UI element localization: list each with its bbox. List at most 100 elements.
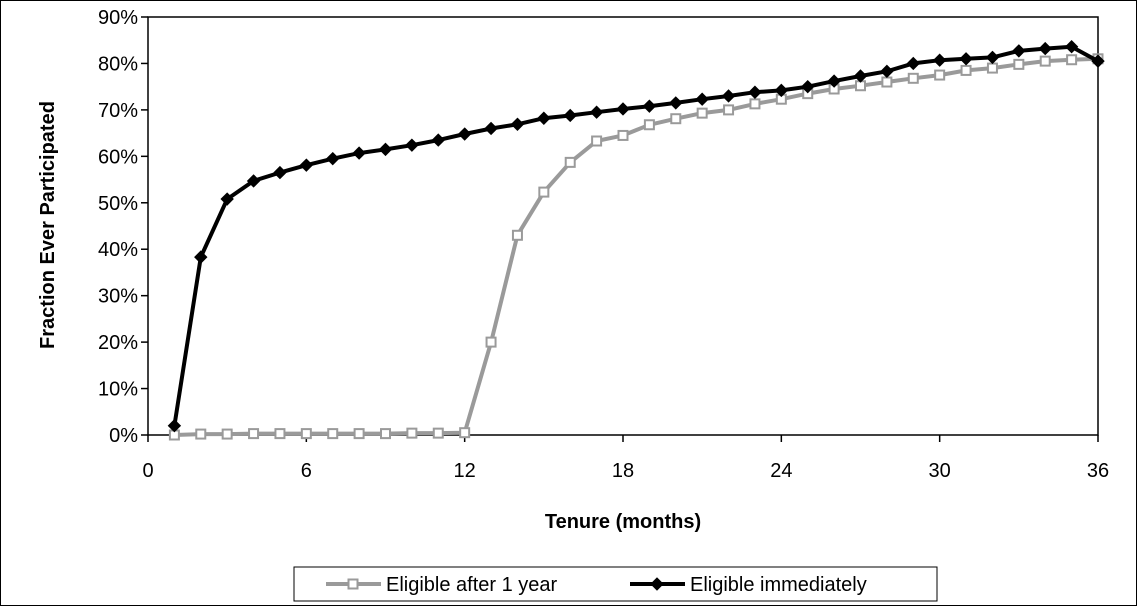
- x-tick-label: 30: [929, 460, 951, 482]
- legend-label: Eligible after 1 year: [386, 574, 558, 596]
- y-tick-label: 80%: [98, 53, 138, 75]
- series-eligible-immediately-point: [801, 79, 815, 94]
- series-eligible-immediately-point: [721, 89, 736, 103]
- legend-box: [293, 566, 938, 602]
- series-eligible-after-1-year-point: [195, 428, 207, 440]
- series-eligible-immediately-point: [431, 133, 445, 147]
- series-eligible-immediately-point: [167, 419, 182, 433]
- series-eligible-after-1-year-point: [432, 427, 444, 439]
- plot-border: [147, 16, 1099, 436]
- series-eligible-immediately-point: [959, 52, 973, 66]
- series-eligible-immediately-point: [669, 96, 683, 110]
- legend: Eligible after 1 year Eligible immediatel…: [293, 566, 938, 602]
- series-eligible-immediately-point: [194, 250, 208, 264]
- y-tick-label: 90%: [98, 7, 138, 29]
- x-axis-label: Tenure (months): [545, 511, 701, 533]
- series-eligible-after-1-year-point: [300, 428, 312, 440]
- series-eligible-after-1-year-point: [617, 129, 629, 141]
- y-tick-label: 10%: [98, 379, 138, 401]
- legend-item-eligible-after-1-year: Eligible after 1 year: [326, 574, 558, 596]
- legend-swatch-point: [650, 577, 664, 591]
- series-eligible-immediately-point: [748, 85, 762, 99]
- series-eligible-immediately-point: [1064, 40, 1079, 54]
- x-tick-label: 6: [301, 460, 312, 482]
- series-eligible-after-1-year-point: [538, 186, 550, 198]
- y-tick-label: 20%: [98, 332, 138, 354]
- series-eligible-after-1-year-point: [907, 72, 919, 84]
- series-eligible-immediately-point: [985, 50, 1000, 65]
- series-eligible-immediately-point: [774, 83, 789, 98]
- series-eligible-after-1-year-point: [564, 156, 576, 168]
- series-eligible-after-1-year-point: [723, 104, 735, 116]
- series-eligible-after-1-year-point: [749, 98, 761, 110]
- x-tick-label: 18: [612, 460, 634, 482]
- series-eligible-after-1-year-point: [986, 62, 998, 74]
- series-eligible-immediately-point: [326, 151, 340, 166]
- series-eligible-immediately-point: [220, 192, 234, 206]
- series-eligible-after-1-year-point: [670, 113, 682, 125]
- legend-item-eligible-immediately: Eligible immediately: [630, 574, 867, 596]
- series-eligible-immediately-point: [827, 74, 841, 88]
- series-eligible-after-1-year-point: [248, 428, 260, 440]
- series-eligible-after-1-year: [168, 53, 1104, 441]
- series-eligible-immediately-point: [378, 142, 393, 157]
- plot-area: [147, 16, 1099, 436]
- series-eligible-after-1-year-point: [1066, 54, 1078, 66]
- series-eligible-after-1-year-line: [174, 56, 1099, 437]
- x-tick-label: 0: [142, 460, 153, 482]
- series-eligible-immediately-point: [510, 117, 525, 131]
- series-eligible-immediately-point: [1038, 41, 1052, 56]
- y-tick-label: 30%: [98, 286, 138, 308]
- series-eligible-after-1-year-point: [643, 119, 655, 131]
- x-tick-label: 24: [770, 460, 792, 482]
- series-eligible-after-1-year-point: [459, 427, 471, 439]
- series-eligible-after-1-year-point: [406, 427, 418, 439]
- series-eligible-immediately-point: [642, 99, 657, 113]
- series-eligible-immediately-point: [299, 158, 314, 172]
- series-eligible-immediately-point: [616, 102, 630, 116]
- y-axis-label: Fraction Ever Participated: [37, 101, 59, 349]
- series-eligible-immediately-point: [457, 127, 472, 141]
- series-eligible-immediately-point: [352, 146, 366, 160]
- series-eligible-immediately-point: [273, 165, 287, 180]
- y-tick-label: 40%: [98, 239, 138, 261]
- series-eligible-immediately-point: [853, 69, 868, 83]
- series-eligible-immediately-point: [589, 105, 604, 119]
- series-eligible-immediately-point: [906, 56, 920, 71]
- legend-label: Eligible immediately: [690, 574, 867, 596]
- series-eligible-immediately-point: [537, 111, 551, 125]
- series-eligible-immediately-point: [695, 92, 709, 106]
- series-eligible-after-1-year-point: [1013, 58, 1025, 70]
- y-axis-ticks: 0% 10% 20% 30% 40% 50% 60% 70% 80% 90%: [98, 7, 148, 447]
- series-eligible-immediately-line: [172, 44, 1099, 427]
- series-eligible-after-1-year-point: [511, 229, 523, 241]
- x-tick-label: 12: [454, 460, 476, 482]
- series-eligible-immediately-point: [880, 64, 894, 79]
- y-tick-label: 50%: [98, 193, 138, 215]
- series-eligible-immediately-point: [932, 53, 947, 67]
- series-eligible-after-1-year-point: [881, 76, 893, 88]
- series-eligible-immediately-point: [484, 121, 498, 136]
- series-layer: [167, 40, 1105, 441]
- series-eligible-immediately: [167, 40, 1105, 433]
- series-eligible-after-1-year-point: [327, 428, 339, 440]
- series-eligible-immediately-point: [1012, 44, 1026, 58]
- series-eligible-after-1-year-point: [380, 428, 391, 440]
- series-eligible-after-1-year-point: [960, 64, 972, 76]
- series-eligible-immediately-point: [563, 108, 577, 123]
- series-eligible-after-1-year-point: [591, 135, 603, 147]
- x-axis-ticks: 0 6 12 18 24 30 36: [142, 435, 1109, 482]
- legend-swatch-point: [347, 578, 359, 590]
- y-tick-label: 0%: [109, 425, 138, 447]
- series-eligible-after-1-year-point: [1039, 55, 1051, 67]
- series-eligible-immediately-point: [1091, 54, 1105, 68]
- series-eligible-immediately-point: [246, 174, 261, 188]
- series-eligible-after-1-year-point: [696, 107, 708, 119]
- series-eligible-after-1-year-point: [274, 428, 286, 440]
- series-eligible-after-1-year-point: [485, 336, 497, 348]
- series-eligible-after-1-year-point: [353, 428, 365, 440]
- y-tick-label: 60%: [98, 146, 138, 168]
- series-eligible-after-1-year-point: [221, 428, 233, 440]
- y-tick-label: 70%: [98, 100, 138, 122]
